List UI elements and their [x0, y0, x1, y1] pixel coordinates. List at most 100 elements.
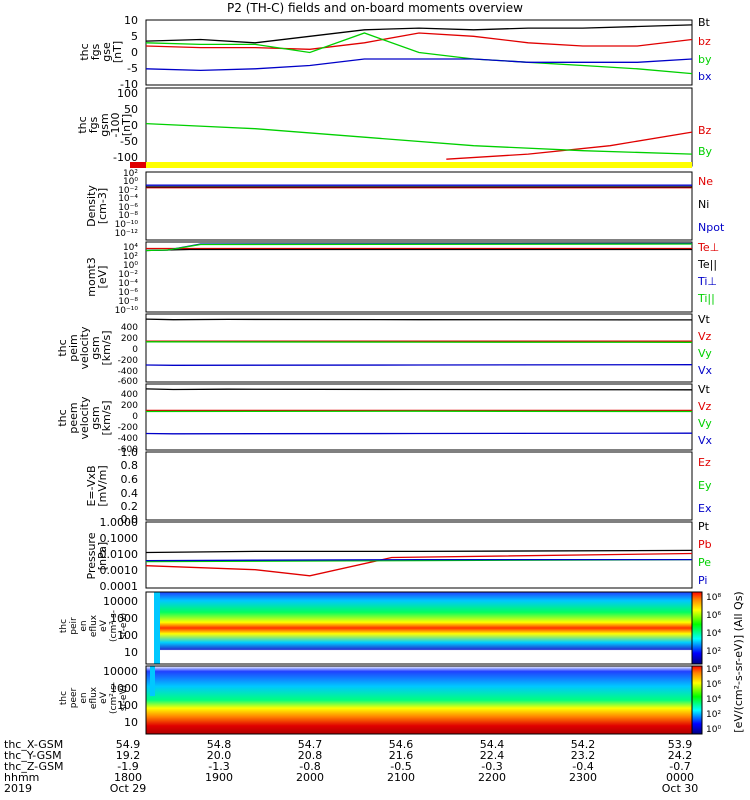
x-tick: 54.4: [480, 738, 505, 751]
y-label: thc peer en eflux eV (cm²-s- sr-eV): [59, 682, 129, 714]
x-tick: 54.2: [571, 738, 596, 751]
y-label-line: thc: [59, 691, 69, 705]
series-lines: [145, 388, 693, 435]
legend-by: By: [698, 145, 713, 158]
legend-pt: Pt: [698, 520, 710, 533]
y-tick-label: 10⁰: [123, 177, 138, 187]
legend-te-par: Te||: [697, 258, 717, 271]
y-label-line: E=-VxB: [85, 465, 98, 506]
series-lines: [145, 549, 693, 577]
x-tick: -0.7: [669, 760, 690, 773]
y-tick-label: 10000: [103, 595, 138, 608]
legend-ex: Ex: [698, 502, 712, 515]
y-tick-label: 10: [124, 14, 138, 27]
y-tick-label: 10⁰: [123, 261, 138, 271]
panel-pressure: Pressure [nPa] 1.0000 0.1000 0.0100 0.00…: [85, 516, 712, 593]
peer-heatmap: [146, 666, 692, 734]
x-tick: 20.8: [298, 749, 323, 762]
y-label-line: gsm: [89, 336, 102, 359]
legend-bz: Bz: [698, 124, 712, 137]
series-lines: [145, 24, 693, 75]
colorbar-tick: 10⁶: [706, 680, 721, 690]
y-tick-label: 1.0: [121, 446, 139, 459]
peir-heatmap: [146, 592, 692, 664]
y-label-line: peir: [69, 617, 79, 635]
y-label-line: en: [79, 692, 89, 703]
series-line-te-: [145, 248, 692, 252]
panel-density: Density [cm-3] 10² 10⁰ 10⁻² 10⁻⁴ 10⁻⁶ 10…: [85, 169, 725, 241]
y-label-line: thc: [78, 43, 91, 60]
y-label-line: eflux: [89, 686, 99, 709]
y-tick-label: 1000: [110, 612, 138, 625]
y-label-line: Pressure: [85, 532, 98, 579]
y-tick-label: 5: [131, 30, 138, 43]
x-tick: 54.8: [207, 738, 232, 751]
colorbar-tick: 10²: [706, 647, 721, 657]
y-tick-label: 1.0000: [100, 516, 139, 529]
y-tick-label: 0: [131, 119, 138, 132]
y-tick-label: 100: [117, 629, 138, 642]
panel-fgs-gsm: thc fgs gsm -100 [nT] 100 50 0 -50 -100 …: [76, 87, 713, 167]
panel-efield: E=-VxB [mV/m] 1.0 0.8 0.6 0.4 0.2 0.0 Ez…: [85, 446, 712, 526]
x-tick: 54.7: [298, 738, 323, 751]
series-lines: [146, 184, 692, 189]
x-tick: 0000: [666, 771, 694, 784]
y-label-line: thc: [56, 339, 69, 356]
y-tick-label: -600: [118, 377, 139, 387]
y-tick-label: 10⁻⁶: [118, 288, 138, 298]
y-tick-label: 100: [117, 699, 138, 712]
y-label-line: [cm-3]: [96, 188, 109, 224]
y-label-line: gse: [100, 42, 113, 62]
series-lines: [145, 122, 693, 160]
y-label-line: gsm: [89, 406, 102, 429]
legend-vt: Vt: [698, 383, 711, 396]
y-tick-label: 100: [117, 87, 138, 100]
y-tick-label: -100: [113, 151, 138, 164]
legend-ey: Ey: [698, 479, 712, 492]
y-label: thc peem velocity gsm [km/s]: [56, 396, 113, 439]
legend-vt: Vt: [698, 313, 711, 326]
x-tick: -1.9: [117, 760, 138, 773]
panel-frame: [145, 19, 693, 86]
mode-bar-fill: [146, 162, 692, 168]
y-label-line: [eV]: [96, 266, 109, 289]
x-row-label: thc_X-GSM: [4, 738, 63, 751]
panel-temperature: momt3 [eV] 10⁴ 10² 10⁰ 10⁻² 10⁻⁴ 10⁻⁶ 10…: [85, 241, 719, 316]
panel-frame: [145, 383, 693, 451]
series-line-vt: [145, 388, 693, 391]
y-tick-label: 0.6: [121, 473, 139, 486]
y-label-line: peim: [67, 334, 80, 362]
legend-ti-perp: Ti⊥: [697, 275, 717, 288]
y-tick-label: -200: [118, 356, 139, 366]
y-label: Density [cm-3]: [85, 185, 109, 227]
y-label-line: Density: [85, 185, 98, 227]
y-tick-label: -5: [127, 62, 138, 75]
y-tick-label: 10²: [123, 252, 138, 262]
panel-frame: [145, 313, 693, 383]
mode-bar-red: [130, 162, 146, 168]
x-tick: 23.2: [571, 749, 596, 762]
x-tick: 2000: [296, 771, 324, 784]
y-label-line: peem: [67, 402, 80, 433]
series-line-bt: [145, 24, 693, 44]
y-label: E=-VxB [mV/m]: [85, 465, 109, 506]
x-tick: -1.3: [208, 760, 229, 773]
y-label-line: velocity: [78, 396, 91, 439]
y-label-line: peer: [69, 687, 79, 708]
y-tick-label: -600: [118, 445, 139, 455]
series-line-vy: [145, 341, 693, 343]
y-tick-label: 1000: [110, 682, 138, 695]
y-tick-label: 50: [124, 103, 138, 116]
peer-spike: [150, 666, 155, 696]
mode-bar: [130, 162, 692, 168]
y-label-line: velocity: [78, 326, 91, 369]
y-label-line: [nPa]: [96, 542, 109, 570]
x-date: Oct 30: [662, 782, 699, 795]
series-line-vx: [145, 432, 693, 435]
x-tick: 21.6: [389, 749, 414, 762]
y-tick-label: 0.1000: [100, 532, 139, 545]
x-tick: 53.9: [668, 738, 693, 751]
x-tick: -0.8: [299, 760, 320, 773]
y-tick-label: -400: [118, 434, 139, 444]
